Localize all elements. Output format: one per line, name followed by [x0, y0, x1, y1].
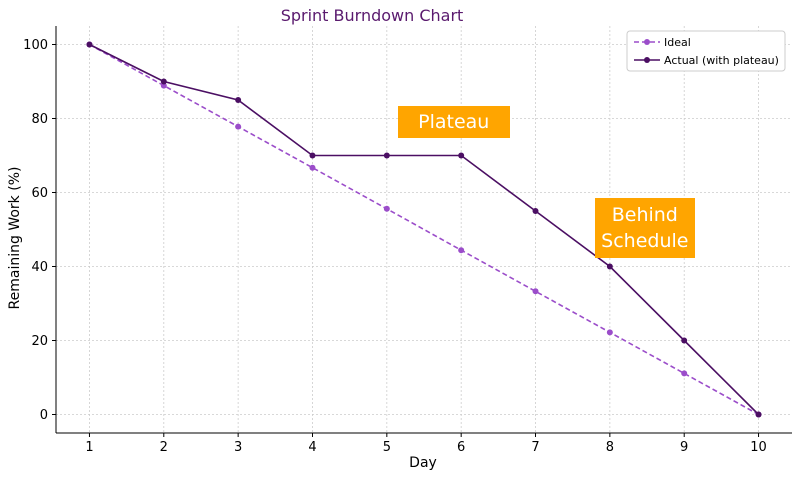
- x-tick-label: 7: [531, 440, 539, 455]
- data-point-actual: [681, 337, 688, 344]
- x-tick-label: 9: [680, 440, 688, 455]
- data-point-ideal: [458, 247, 465, 254]
- data-point-ideal: [681, 370, 688, 377]
- data-point-ideal: [383, 205, 390, 212]
- series: [86, 41, 762, 418]
- data-point-ideal: [532, 288, 539, 295]
- y-tick-label: 100: [23, 38, 48, 53]
- data-point-actual: [383, 152, 390, 159]
- y-tick-label: 0: [40, 408, 48, 423]
- y-tick-label: 60: [31, 186, 48, 201]
- data-point-actual: [235, 97, 242, 103]
- x-tick-label: 1: [85, 440, 93, 455]
- x-ticks: 1 2 3 4 5 6 7 8 9 10: [85, 433, 767, 455]
- behind-schedule-annotation: Behind Schedule: [594, 197, 695, 258]
- chart-title: Sprint Burndown Chart: [281, 6, 464, 25]
- legend-marker-ideal: [644, 39, 650, 45]
- data-point-ideal: [309, 164, 316, 171]
- x-axis-title: Day: [409, 455, 437, 471]
- x-tick-label: 2: [160, 440, 168, 455]
- data-point-ideal: [235, 123, 242, 130]
- y-tick-label: 80: [31, 112, 48, 127]
- data-point-actual: [309, 152, 316, 159]
- x-tick-label: 3: [234, 440, 242, 455]
- axes: [55, 26, 792, 434]
- series-line-actual: [89, 43, 760, 416]
- x-tick-label: 4: [308, 440, 316, 455]
- y-tick-label: 20: [31, 334, 48, 349]
- data-point-actual: [532, 208, 539, 214]
- x-tick-label: 5: [383, 440, 391, 455]
- legend-marker-actual: [644, 57, 650, 63]
- data-point-actual: [160, 78, 167, 85]
- data-point-actual: [458, 152, 465, 159]
- legend: Ideal Actual (with plateau): [626, 30, 786, 72]
- y-tick-label: 40: [31, 260, 48, 275]
- x-tick-label: 6: [457, 440, 465, 455]
- legend-label-actual: Actual (with plateau): [664, 54, 779, 67]
- legend-frame: [626, 30, 786, 72]
- data-point-actual: [755, 411, 762, 418]
- data-point-ideal: [606, 329, 613, 336]
- y-ticks: 0 20 40 60 80 100: [23, 38, 56, 423]
- data-point-actual: [606, 263, 613, 270]
- data-point-actual: [86, 41, 93, 48]
- y-axis-title: Remaining Work (%): [7, 167, 23, 310]
- x-tick-label: 10: [750, 440, 767, 455]
- legend-label-ideal: Ideal: [664, 36, 691, 49]
- plateau-annotation: Plateau: [397, 106, 510, 139]
- x-tick-label: 8: [606, 440, 614, 455]
